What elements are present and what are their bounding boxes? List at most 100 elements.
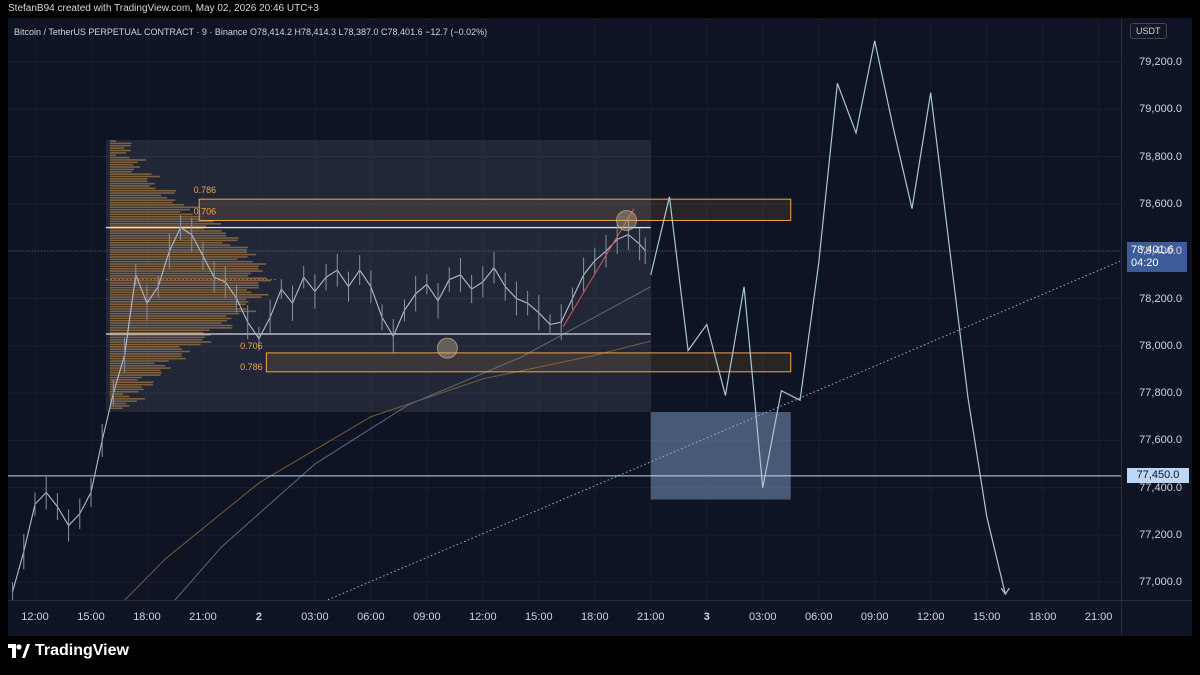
red-trend-line	[562, 208, 635, 328]
volume-profile-bar	[109, 376, 142, 379]
volume-profile-bar	[109, 341, 212, 343]
volume-profile-bar	[109, 140, 116, 142]
volume-profile-bar	[109, 400, 137, 402]
last-price-tag: 78,401.6 04:20	[1127, 241, 1187, 272]
volume-profile-bar	[109, 296, 262, 298]
fib-level-label: 0.706	[194, 206, 217, 216]
volume-profile-bar	[109, 168, 135, 171]
volume-profile-bar	[109, 371, 162, 374]
chart-pane[interactable]: 0.786 0.706 0.706 0.786	[8, 18, 1121, 600]
volume-profile-bar	[109, 303, 247, 306]
volume-profile-bar	[109, 256, 248, 258]
volume-profile-bar	[109, 215, 201, 218]
lower-support-zone	[265, 352, 792, 373]
volume-profile-bar	[109, 390, 139, 393]
time-tick-label: 12:00	[469, 611, 497, 623]
volume-profile-bar	[109, 253, 256, 256]
volume-profile-bar	[109, 227, 205, 230]
time-tick-label: 09:00	[860, 611, 889, 623]
volume-profile-bar	[109, 364, 166, 367]
fib-level-label: 0.786	[240, 362, 263, 372]
time-tick-label: 12:00	[21, 611, 49, 623]
price-tick-label: 78,400.0	[1139, 245, 1182, 258]
volume-profile-bar	[109, 315, 227, 317]
volume-profile-bar	[109, 331, 204, 334]
time-tick-label: 21:00	[1084, 611, 1113, 623]
volume-profile-bar	[109, 395, 130, 398]
tradingview-brand: TradingView	[8, 642, 129, 660]
volume-profile-bar	[109, 258, 238, 261]
highlight-circle	[616, 209, 638, 231]
chart-canvas[interactable]: 0.786 0.706 0.706 0.786	[8, 18, 1121, 600]
volume-profile-bar	[109, 386, 142, 388]
volume-profile-bar	[109, 284, 259, 287]
volume-profile-bar	[109, 182, 155, 185]
volume-profile-bar	[109, 374, 161, 376]
volume-profile-bar	[109, 317, 232, 320]
projection-arrowhead	[1000, 587, 1010, 596]
volume-profile-bar	[109, 405, 130, 407]
volume-profile-bar	[109, 277, 267, 279]
volume-profile-bar	[109, 322, 222, 324]
volume-profile-bar	[109, 298, 247, 301]
price-tick-label: 77,800.0	[1139, 387, 1182, 400]
volume-profile-bar	[109, 204, 185, 206]
volume-profile-bar	[109, 196, 168, 199]
price-tick-label: 77,000.0	[1139, 576, 1182, 589]
volume-profile-bar	[109, 393, 124, 395]
time-tick-label: 12:00	[916, 611, 945, 623]
volume-profile-bar	[109, 251, 247, 253]
volume-profile-bar	[109, 324, 233, 327]
volume-profile-bar	[109, 237, 239, 239]
volume-profile-bar	[109, 194, 162, 197]
volume-profile-bar	[109, 348, 182, 350]
volume-profile-bar	[109, 272, 251, 275]
volume-profile-bar	[109, 263, 266, 265]
volume-profile-bar	[109, 367, 171, 369]
volume-profile-bar	[109, 308, 247, 310]
volume-profile-bar	[109, 301, 249, 303]
volume-profile-bar	[109, 265, 259, 268]
volume-profile-bar	[109, 383, 153, 386]
volume-profile-bar	[109, 343, 201, 346]
volume-profile-bar	[109, 291, 252, 294]
volume-profile-bar	[109, 223, 221, 225]
volume-profile-bar	[109, 282, 259, 284]
time-tick-label: 18:00	[581, 611, 609, 623]
volume-profile-bar	[109, 142, 132, 145]
moving-average-line	[174, 286, 652, 600]
time-tick-label: 09:00	[413, 611, 441, 623]
ascending-trend-line	[326, 260, 1121, 600]
volume-profile-bar	[109, 379, 138, 381]
time-tick-label: 15:00	[525, 611, 553, 623]
currency-button[interactable]: USDT	[1130, 23, 1167, 39]
volume-profile-bar	[109, 244, 230, 246]
tradingview-logo-icon	[8, 644, 30, 658]
volume-profile-bar	[109, 369, 161, 372]
time-axis[interactable]: 12:00 15:00 18:00 21:00 2 03:00 06:00 09:00 12:0…	[8, 600, 1121, 636]
price-tick-label: 78,800.0	[1139, 150, 1182, 163]
moving-average-line	[124, 340, 651, 600]
volume-profile-bar	[109, 402, 127, 405]
volume-profile-bar	[109, 173, 152, 175]
volume-profile-bar	[109, 213, 193, 216]
volume-profile-bar	[109, 260, 253, 263]
price-axis[interactable]: USDT 78,401.6 04:20 77,450.0 79,200.0 79,…	[1121, 18, 1192, 636]
volume-profile-bar	[109, 279, 272, 282]
volume-profile-bar	[109, 329, 210, 332]
volume-profile-bar	[109, 241, 223, 244]
level-price-tag: 77,450.0	[1127, 468, 1189, 484]
volume-profile-bar	[109, 357, 186, 360]
time-tick-label: 06:00	[357, 611, 385, 623]
volume-profile-bar	[109, 249, 247, 251]
price-tick-label: 78,200.0	[1139, 292, 1182, 305]
volume-profile-bar	[109, 218, 200, 220]
bar-countdown: 04:20	[1131, 256, 1159, 269]
volume-profile-bar	[109, 234, 227, 237]
time-tick-label: 03:00	[301, 611, 329, 623]
time-tick-label: 18:00	[1028, 611, 1057, 623]
price-tick-label: 77,200.0	[1139, 529, 1182, 541]
volume-profile-bar	[109, 360, 169, 362]
time-tick-label: 03:00	[748, 611, 777, 623]
fib-level-label: 0.786	[194, 185, 217, 195]
